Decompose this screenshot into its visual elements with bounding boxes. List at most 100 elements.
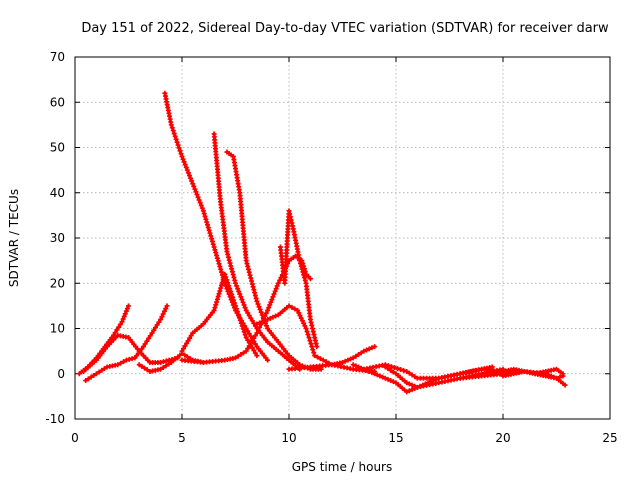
- data-point: [169, 125, 175, 131]
- data-point: [233, 303, 238, 309]
- data-point: [154, 322, 160, 328]
- data-point: [273, 313, 279, 319]
- data-point: [164, 303, 170, 309]
- data-point: [114, 327, 120, 333]
- data-point: [248, 315, 254, 321]
- data-point: [156, 319, 162, 325]
- data-point: [356, 364, 362, 370]
- data-point: [258, 309, 264, 315]
- data-point: [142, 365, 148, 371]
- data-point: [203, 216, 209, 222]
- data-point: [257, 306, 263, 312]
- series-sat-g: [211, 131, 303, 372]
- data-point: [204, 219, 210, 225]
- series-markers: [254, 303, 378, 374]
- data-point: [185, 338, 191, 344]
- data-point: [246, 331, 252, 337]
- data-point: [232, 300, 238, 306]
- data-point: [372, 344, 378, 350]
- data-point: [189, 178, 195, 184]
- series-sat-e: [162, 90, 271, 363]
- data-point: [158, 366, 164, 372]
- data-point: [96, 369, 102, 375]
- data-point: [235, 312, 241, 318]
- data-point: [390, 369, 396, 375]
- data-point: [289, 304, 295, 310]
- y-tick-label: 20: [50, 276, 65, 290]
- data-point: [123, 308, 129, 314]
- data-point: [179, 154, 185, 160]
- data-point: [188, 175, 194, 181]
- data-point: [254, 321, 260, 327]
- series-sat-b: [83, 303, 170, 384]
- data-point: [340, 359, 345, 365]
- data-point: [181, 346, 187, 352]
- data-point: [120, 316, 126, 322]
- data-point: [263, 310, 269, 316]
- data-point: [268, 299, 274, 305]
- series-markers: [162, 90, 271, 363]
- data-point: [83, 378, 89, 384]
- data-point: [238, 352, 244, 358]
- data-point: [200, 208, 206, 214]
- data-point: [249, 338, 255, 344]
- data-point: [382, 375, 388, 381]
- x-axis-label: GPS time / hours: [292, 460, 393, 474]
- data-point: [177, 148, 183, 154]
- y-tick-label: 30: [50, 231, 65, 245]
- data-point: [211, 244, 217, 250]
- data-point: [85, 376, 91, 382]
- data-point: [91, 372, 97, 378]
- data-point: [243, 307, 249, 313]
- x-tick-label: 20: [495, 431, 510, 445]
- data-point: [214, 299, 220, 305]
- data-point: [248, 340, 254, 346]
- data-point: [388, 364, 394, 370]
- x-tick-label: 0: [71, 431, 79, 445]
- data-point: [259, 319, 265, 325]
- data-point: [121, 313, 127, 319]
- data-point: [233, 355, 238, 361]
- data-point: [228, 288, 234, 294]
- data-point: [243, 335, 249, 341]
- data-point: [245, 337, 251, 343]
- data-point: [231, 297, 237, 303]
- data-point: [214, 255, 220, 261]
- data-point: [269, 297, 275, 303]
- y-tick-label: 50: [50, 141, 65, 155]
- series-sat-j: [254, 303, 378, 374]
- data-point: [298, 260, 304, 266]
- data-point: [255, 327, 261, 333]
- data-point: [254, 330, 260, 336]
- data-point: [315, 354, 321, 360]
- data-point: [385, 363, 391, 369]
- data-point: [302, 277, 308, 283]
- data-point: [147, 333, 153, 339]
- data-point: [251, 347, 257, 353]
- data-point: [238, 294, 244, 300]
- data-point: [161, 308, 167, 314]
- data-point: [185, 170, 191, 176]
- data-point: [398, 367, 404, 373]
- series-markers: [277, 208, 320, 350]
- data-point: [201, 211, 207, 217]
- data-point: [395, 366, 401, 372]
- data-point: [88, 374, 94, 380]
- data-point: [308, 341, 314, 347]
- data-point: [265, 307, 271, 313]
- data-point: [489, 364, 495, 370]
- data-point: [182, 162, 188, 168]
- data-point: [160, 365, 166, 371]
- data-point: [382, 362, 388, 368]
- data-point: [99, 367, 105, 373]
- data-point: [233, 280, 238, 286]
- data-point: [121, 359, 127, 365]
- data-point: [366, 346, 372, 352]
- data-point: [409, 382, 415, 388]
- data-point: [237, 291, 243, 297]
- data-point: [391, 365, 397, 371]
- data-point: [171, 131, 177, 137]
- data-point: [184, 167, 190, 173]
- data-point: [254, 298, 260, 304]
- data-point: [117, 321, 123, 327]
